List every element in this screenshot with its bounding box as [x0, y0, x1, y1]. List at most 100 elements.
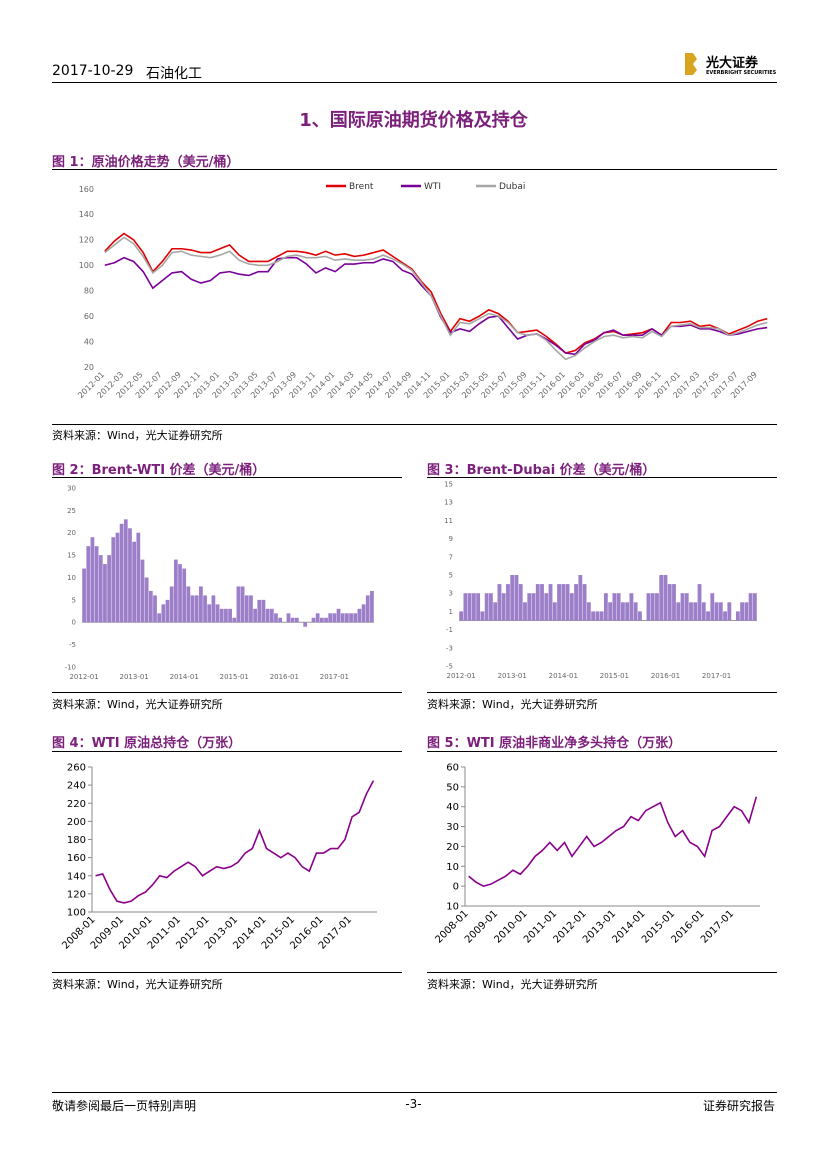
bar: [467, 593, 472, 621]
y-tick-label: -1: [446, 626, 453, 634]
bar: [578, 575, 583, 621]
bar: [591, 611, 596, 621]
bar: [349, 613, 353, 623]
figure-source: 资料来源：Wind，光大证券研究所: [52, 978, 223, 991]
bar: [676, 602, 681, 621]
bar: [340, 613, 345, 623]
bar: [315, 613, 320, 623]
bar: [253, 608, 257, 623]
bar: [236, 586, 241, 623]
bar: [157, 613, 162, 623]
bar: [735, 611, 740, 621]
bar: [544, 593, 549, 621]
bar: [261, 599, 266, 623]
y-tick-label: 180: [67, 835, 86, 846]
y-tick-label: -5: [446, 662, 453, 670]
bar: [240, 586, 245, 623]
source-rule: [427, 692, 777, 693]
bar: [693, 602, 698, 621]
bar: [353, 613, 358, 623]
bar: [194, 595, 199, 623]
bar: [111, 537, 116, 623]
y-tick-label: -5: [69, 641, 76, 649]
bar: [689, 602, 693, 621]
bar: [497, 584, 502, 621]
bar: [586, 602, 591, 621]
footer-type: 证券研究报告: [702, 1099, 775, 1113]
figure-caption: 图 3：Brent-Dubai 价差（美元/桶）: [427, 463, 656, 478]
bar: [672, 584, 676, 621]
bar: [161, 604, 166, 623]
source-rule: [52, 424, 777, 425]
bar: [228, 608, 232, 623]
y-tick-label: 20: [446, 842, 459, 853]
bar: [540, 584, 544, 621]
bar: [740, 602, 745, 621]
bar: [582, 584, 587, 621]
bar: [680, 593, 685, 621]
bar: [132, 541, 137, 623]
bar: [616, 593, 621, 621]
bar: [328, 613, 333, 623]
bar: [294, 617, 299, 623]
source-rule: [427, 972, 777, 973]
header-sector: 石油化工: [146, 66, 202, 82]
bar: [249, 595, 253, 623]
bar: [274, 613, 278, 623]
y-tick-label: 220: [67, 799, 86, 810]
y-tick-label: 140: [79, 210, 94, 219]
bar: [115, 532, 120, 623]
bar: [173, 559, 178, 623]
bar: [501, 593, 506, 621]
bar: [561, 584, 566, 621]
bar: [710, 593, 715, 621]
bar: [723, 611, 727, 621]
bar: [603, 593, 608, 621]
bar: [215, 604, 220, 623]
y-tick-label: 5: [449, 571, 453, 579]
bar: [332, 613, 337, 623]
bar: [103, 564, 107, 623]
bar: [219, 608, 224, 623]
bar: [629, 593, 634, 621]
y-tick-label: 0: [453, 882, 459, 893]
bar: [599, 611, 604, 621]
logo-icon: [685, 53, 697, 75]
bar: [493, 602, 498, 621]
x-tick-label: 2016-01: [270, 673, 299, 681]
bar: [484, 593, 489, 621]
bar: [94, 546, 99, 623]
chart: 1001020304050602008-012009-012010-012011…: [433, 763, 760, 946]
bar: [345, 613, 349, 623]
source-rule: [52, 972, 402, 973]
bar: [136, 532, 141, 623]
bar: [324, 617, 328, 623]
bar: [207, 604, 212, 623]
bar: [646, 593, 651, 621]
bar: [620, 602, 625, 621]
chart: 1001201401601802002202402602008-012009-0…: [60, 763, 377, 952]
bar: [286, 613, 291, 623]
y-tick-label: 100: [79, 261, 94, 270]
bar: [144, 577, 149, 623]
bar: [510, 575, 515, 621]
x-tick-label: 2014-01: [549, 672, 578, 680]
bar: [714, 602, 719, 621]
bar: [278, 617, 283, 623]
y-tick-label: -10: [65, 663, 76, 671]
y-tick-label: -3: [446, 644, 453, 652]
bar: [128, 528, 132, 623]
bar: [748, 593, 753, 621]
bar: [370, 590, 374, 623]
y-tick-label: 20: [84, 363, 94, 372]
x-tick-label: 2015-01: [220, 673, 249, 681]
bar: [552, 602, 557, 621]
bar: [612, 593, 617, 621]
bar: [650, 593, 655, 621]
bar: [186, 586, 191, 623]
y-tick-label: 10: [446, 862, 459, 873]
bar: [165, 599, 170, 623]
footer-page: -3-: [405, 1097, 422, 1111]
y-tick-label: 120: [67, 889, 86, 900]
y-tick-label: 5: [72, 596, 76, 604]
